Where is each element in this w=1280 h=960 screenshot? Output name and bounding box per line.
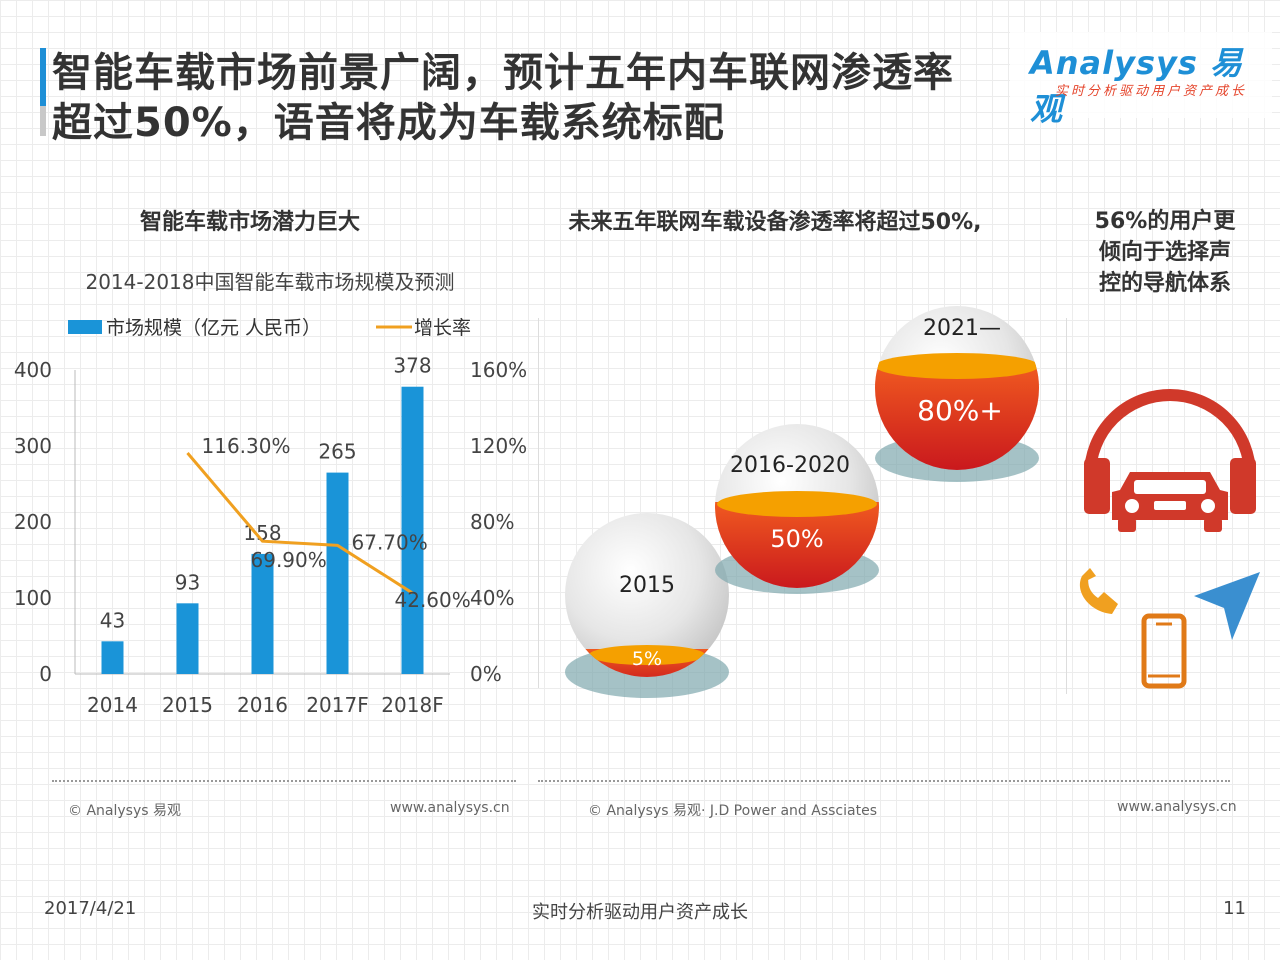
bar-2014 (101, 641, 124, 674)
legend-bar-label: 市场规模（亿元 人民币） (106, 317, 321, 339)
footer-slogan: 实时分析驱动用户资产成长 (532, 902, 748, 923)
middle-source-credit: © Analysys 易观· J.D Power and Assciates (588, 803, 877, 819)
growth-rate-labels: 116.30% 69.90% 67.70% 42.60% (202, 434, 471, 612)
x-tick-label: 2017F (306, 693, 368, 717)
x-tick-label: 2014 (87, 693, 138, 717)
page-title: 智能车载市场前景广阔，预计五年内车联网渗透率 超过50%，语音将成为车载系统标配 (52, 48, 1012, 148)
y-right-tick-label: 80% (470, 510, 514, 534)
sphere-2021-value: 80%+ (917, 394, 1003, 427)
title-accent-bar (40, 48, 46, 106)
bar-value-label: 43 (100, 608, 125, 632)
left-source-credit: © Analysys 易观 (68, 803, 181, 819)
phone-handset-icon (1079, 568, 1118, 614)
car-headphones-icon (1084, 389, 1256, 532)
voice-navigation-icons (1079, 389, 1260, 689)
right-title-line3: 控的导航体系 (1098, 271, 1231, 296)
right-title-line2: 倾向于选择声 (1098, 240, 1231, 265)
left-section-title: 智能车载市场潜力巨大 (139, 210, 360, 235)
y-left-tick-label: 200 (14, 510, 52, 534)
sphere-2015-label: 2015 (619, 573, 675, 598)
sphere-2015-liquid-top (589, 645, 705, 665)
legend-bar-swatch (68, 320, 102, 334)
y-left-tick-label: 0 (39, 662, 52, 686)
bar-2017F (326, 472, 349, 674)
logo-tagline: 实时分析驱动用户资产成长 (1055, 84, 1248, 99)
x-tick-labels: 2014 2015 2016 2017F 2018F (87, 693, 444, 717)
navigation-arrow-icon (1194, 572, 1260, 640)
footer-page-number: 11 (1223, 898, 1246, 919)
bar-2018F (401, 386, 424, 674)
x-tick-label: 2015 (162, 693, 213, 717)
y-left-tick-labels: 0 100 200 300 400 (14, 358, 52, 686)
y-left-tick-label: 400 (14, 358, 52, 382)
left-source-divider (52, 780, 516, 782)
logo-box (1010, 32, 1272, 118)
right-source-url: www.analysys.cn (1117, 799, 1237, 815)
sphere-2015-value: 5% (632, 648, 662, 670)
chart-title: 2014-2018中国智能车载市场规模及预测 (85, 270, 455, 294)
y-right-tick-labels: 0% 40% 80% 120% 160% (470, 358, 527, 686)
growth-rate-label: 116.30% (202, 434, 291, 458)
x-tick-label: 2016 (237, 693, 288, 717)
right-title-line1: 56%的用户更 (1094, 209, 1236, 234)
sphere-2016-2020-label: 2016-2020 (730, 453, 850, 478)
right-section-title: 56%的用户更 倾向于选择声 控的导航体系 (1080, 206, 1250, 299)
bar-2015 (176, 603, 199, 674)
y-left-tick-label: 300 (14, 434, 52, 458)
section-divider-right (1066, 318, 1067, 694)
bar-value-label: 265 (318, 440, 356, 464)
x-tick-label: 2018F (381, 693, 443, 717)
bar-value-label: 378 (393, 354, 431, 378)
sphere-2016-2020-value: 50% (770, 525, 823, 553)
title-accent-bar-secondary (40, 106, 46, 136)
sphere-2021-label: 2021— (923, 316, 1001, 341)
sphere-2021: 2021— 80%+ (875, 306, 1039, 482)
bar-value-label: 93 (175, 570, 200, 594)
footer-date: 2017/4/21 (44, 898, 137, 919)
sphere-2016-2020: 2016-2020 50% (715, 424, 879, 594)
growth-rate-label: 42.60% (395, 588, 471, 612)
legend-line-label: 增长率 (414, 317, 471, 339)
bar-2016 (251, 553, 274, 674)
growth-rate-line (186, 452, 414, 595)
growth-rate-label: 69.90% (251, 548, 327, 572)
y-right-tick-label: 160% (470, 358, 527, 382)
penetration-spheres: 2015 5% 2016-2020 50% 2021— 80%+ (565, 306, 1039, 698)
sphere-2016-2020-liquid-top (717, 491, 877, 517)
page-title-line2: 超过50%，语音将成为车载系统标配 (52, 100, 725, 146)
right-source-divider (538, 780, 1230, 782)
y-right-tick-label: 40% (470, 586, 514, 610)
sphere-2015-globe (565, 513, 729, 677)
logo: Analysys 易观 (1030, 44, 1244, 128)
middle-section-title: 未来五年联网车载设备渗透率将超过50%, (568, 210, 982, 235)
sphere-2021-liquid-top (875, 353, 1039, 379)
section-divider-left (538, 318, 539, 688)
y-right-tick-label: 0% (470, 662, 502, 686)
bar-series (101, 386, 424, 674)
sphere-2015: 2015 5% (565, 513, 729, 698)
smartphone-icon (1141, 613, 1187, 689)
y-right-tick-label: 120% (470, 434, 527, 458)
y-left-tick-label: 100 (14, 586, 52, 610)
page-title-line1: 智能车载市场前景广阔，预计五年内车联网渗透率 (52, 50, 954, 96)
left-source-url: www.analysys.cn (390, 800, 510, 816)
chart-legend: 市场规模（亿元 人民币） 增长率 (68, 317, 471, 339)
growth-rate-label: 67.70% (352, 530, 428, 554)
